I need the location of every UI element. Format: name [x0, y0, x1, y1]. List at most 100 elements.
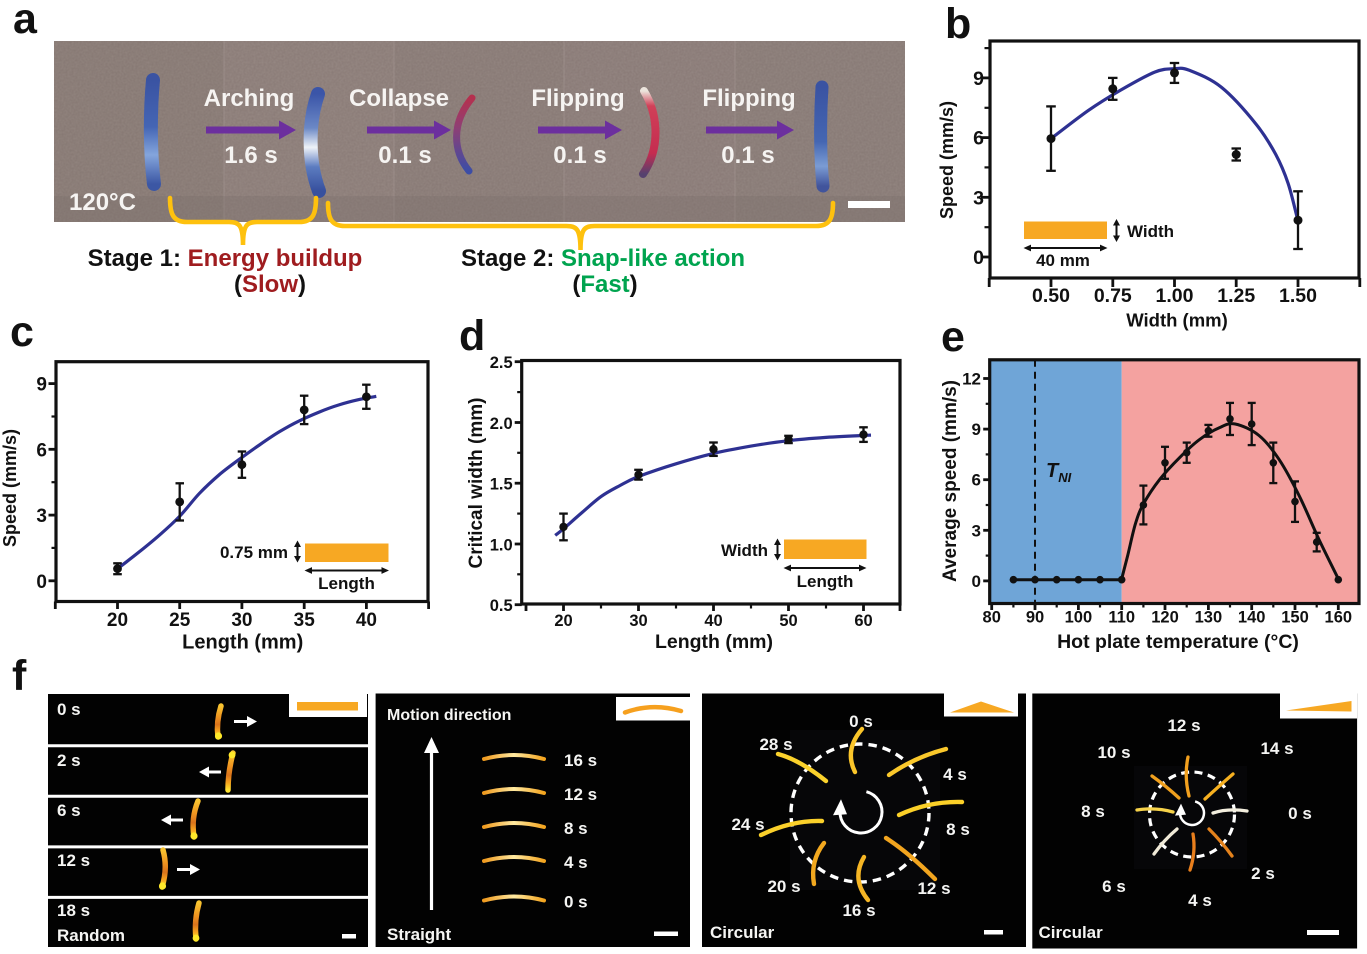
- svg-text:10 s: 10 s: [1097, 743, 1130, 762]
- svg-text:Width (mm): Width (mm): [1126, 310, 1228, 331]
- svg-text:9: 9: [972, 420, 981, 439]
- svg-text:0.75 mm: 0.75 mm: [220, 543, 288, 562]
- svg-text:(Fast): (Fast): [572, 271, 637, 298]
- svg-text:Average speed (mm/s): Average speed (mm/s): [940, 380, 961, 582]
- svg-text:a: a: [13, 0, 38, 43]
- svg-text:Length (mm): Length (mm): [655, 631, 773, 653]
- svg-text:14 s: 14 s: [1260, 739, 1293, 758]
- svg-text:3: 3: [973, 187, 984, 209]
- svg-text:Critical width (mm): Critical width (mm): [466, 397, 487, 568]
- svg-text:2 s: 2 s: [1251, 864, 1275, 883]
- svg-text:28 s: 28 s: [759, 735, 792, 754]
- svg-text:40: 40: [356, 610, 377, 631]
- svg-text:0: 0: [36, 572, 47, 593]
- svg-text:1.25: 1.25: [1217, 285, 1255, 307]
- svg-text:160: 160: [1325, 609, 1353, 627]
- svg-text:Speed (mm/s): Speed (mm/s): [937, 101, 957, 219]
- svg-text:16 s: 16 s: [842, 901, 875, 920]
- svg-text:20: 20: [107, 610, 128, 631]
- svg-text:Motion direction: Motion direction: [387, 707, 511, 724]
- svg-text:30: 30: [231, 610, 252, 631]
- svg-text:60: 60: [854, 612, 872, 630]
- svg-text:40 mm: 40 mm: [1036, 251, 1090, 270]
- svg-text:12 s: 12 s: [1167, 716, 1200, 735]
- svg-text:Circular: Circular: [1039, 923, 1104, 942]
- svg-text:Length: Length: [797, 572, 854, 591]
- svg-text:4 s: 4 s: [1188, 891, 1212, 910]
- svg-text:d: d: [459, 312, 485, 360]
- svg-text:f: f: [12, 652, 27, 700]
- svg-text:Arching: Arching: [204, 85, 295, 112]
- svg-text:12: 12: [962, 370, 981, 389]
- svg-text:Straight: Straight: [387, 925, 452, 944]
- svg-text:0: 0: [972, 572, 981, 591]
- svg-text:Length: Length: [318, 574, 375, 593]
- svg-text:3: 3: [972, 521, 981, 540]
- svg-text:12 s: 12 s: [57, 851, 90, 870]
- svg-text:3: 3: [36, 506, 47, 527]
- svg-text:Circular: Circular: [710, 923, 775, 942]
- svg-text:18 s: 18 s: [57, 901, 90, 920]
- svg-text:Stage 1: Energy buildup: Stage 1: Energy buildup: [88, 245, 363, 272]
- svg-text:1.0: 1.0: [490, 537, 513, 555]
- svg-text:6: 6: [36, 440, 47, 461]
- svg-text:Length (mm): Length (mm): [182, 632, 303, 654]
- svg-text:140: 140: [1238, 609, 1266, 627]
- svg-text:90: 90: [1026, 609, 1044, 627]
- svg-text:25: 25: [169, 610, 191, 631]
- svg-text:1.5: 1.5: [490, 476, 513, 494]
- svg-text:6 s: 6 s: [57, 801, 81, 820]
- svg-text:150: 150: [1281, 609, 1309, 627]
- svg-text:20 s: 20 s: [767, 877, 800, 896]
- svg-text:1.6 s: 1.6 s: [224, 142, 277, 169]
- svg-text:0 s: 0 s: [57, 700, 81, 719]
- svg-text:0.75: 0.75: [1094, 285, 1132, 307]
- svg-text:0.1 s: 0.1 s: [378, 142, 431, 169]
- svg-text:2.0: 2.0: [490, 415, 513, 433]
- svg-text:6 s: 6 s: [1102, 877, 1126, 896]
- svg-text:120: 120: [1151, 609, 1179, 627]
- svg-text:1.00: 1.00: [1156, 285, 1194, 307]
- svg-text:50: 50: [779, 612, 797, 630]
- svg-text:0.5: 0.5: [490, 597, 513, 615]
- svg-text:2 s: 2 s: [57, 751, 81, 770]
- svg-text:1.50: 1.50: [1279, 285, 1317, 307]
- svg-text:4 s: 4 s: [943, 765, 967, 784]
- svg-text:0.50: 0.50: [1032, 285, 1070, 307]
- svg-text:12 s: 12 s: [917, 879, 950, 898]
- svg-text:e: e: [941, 313, 965, 361]
- svg-text:24 s: 24 s: [731, 815, 764, 834]
- svg-text:8 s: 8 s: [946, 820, 970, 839]
- svg-text:Stage 2: Snap-like action: Stage 2: Snap-like action: [461, 245, 745, 272]
- svg-text:4 s: 4 s: [564, 853, 588, 872]
- svg-text:0 s: 0 s: [564, 893, 588, 912]
- svg-text:35: 35: [294, 610, 316, 631]
- svg-text:2.5: 2.5: [490, 354, 513, 372]
- svg-text:Flipping: Flipping: [702, 85, 795, 112]
- svg-text:120°C: 120°C: [69, 189, 136, 216]
- svg-text:130: 130: [1195, 609, 1223, 627]
- svg-text:6: 6: [973, 128, 984, 150]
- svg-text:(Slow): (Slow): [234, 271, 306, 298]
- svg-text:0.1 s: 0.1 s: [553, 142, 606, 169]
- svg-text:Flipping: Flipping: [531, 85, 624, 112]
- svg-text:0: 0: [973, 247, 984, 269]
- svg-text:Width: Width: [721, 541, 768, 560]
- svg-text:8 s: 8 s: [564, 819, 588, 838]
- svg-text:Random: Random: [57, 926, 125, 945]
- svg-text:40: 40: [704, 612, 722, 630]
- svg-text:12 s: 12 s: [564, 785, 597, 804]
- svg-text:Width: Width: [1127, 222, 1174, 241]
- svg-text:16 s: 16 s: [564, 751, 597, 770]
- svg-text:0.1 s: 0.1 s: [721, 142, 774, 169]
- svg-text:20: 20: [554, 612, 572, 630]
- svg-text:0 s: 0 s: [849, 712, 873, 731]
- svg-text:9: 9: [973, 68, 984, 90]
- svg-text:30: 30: [629, 612, 647, 630]
- svg-text:8 s: 8 s: [1081, 802, 1105, 821]
- svg-text:Collapse: Collapse: [349, 85, 449, 112]
- svg-text:Speed (mm/s): Speed (mm/s): [0, 429, 20, 547]
- svg-text:9: 9: [36, 375, 47, 396]
- svg-text:80: 80: [983, 609, 1001, 627]
- svg-text:Hot plate temperature (°C): Hot plate temperature (°C): [1057, 631, 1299, 653]
